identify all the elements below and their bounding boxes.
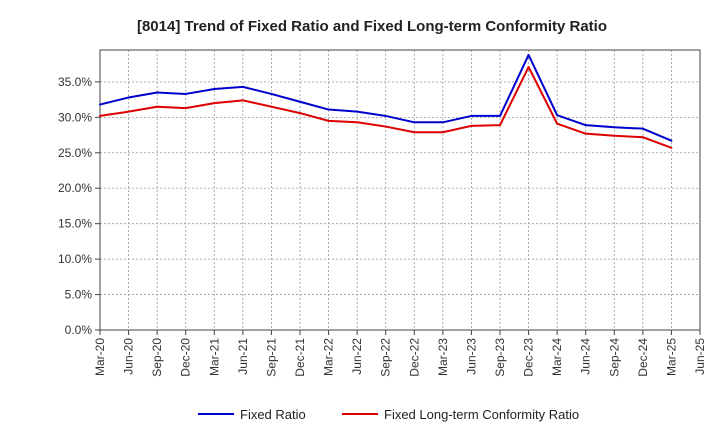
data-point bbox=[356, 110, 359, 113]
y-tick-label: 30.0% bbox=[58, 110, 92, 124]
y-tick-label: 10.0% bbox=[58, 252, 92, 266]
x-tick-label: Mar-21 bbox=[207, 338, 221, 376]
data-point bbox=[270, 105, 273, 108]
y-tick-label: 25.0% bbox=[58, 146, 92, 160]
data-point bbox=[413, 131, 416, 134]
x-tick-label: Sep-23 bbox=[493, 338, 507, 377]
data-point bbox=[184, 107, 187, 110]
legend: Fixed Ratio Fixed Long-term Conformity Ra… bbox=[198, 407, 579, 422]
x-tick-label: Dec-23 bbox=[522, 338, 536, 377]
data-point bbox=[384, 114, 387, 117]
data-point bbox=[584, 124, 587, 127]
data-point bbox=[613, 134, 616, 137]
y-tick-label: 15.0% bbox=[58, 217, 92, 231]
x-tick-label: Sep-21 bbox=[264, 338, 278, 377]
x-tick-label: Mar-22 bbox=[322, 338, 336, 376]
chart-title: [8014] Trend of Fixed Ratio and Fixed Lo… bbox=[137, 18, 607, 35]
data-point bbox=[241, 85, 244, 88]
plot-frame bbox=[99, 49, 701, 331]
data-point bbox=[384, 125, 387, 128]
y-tick-label: 35.0% bbox=[58, 75, 92, 89]
x-tick-label: Jun-25 bbox=[693, 338, 707, 375]
x-tick-label: Dec-20 bbox=[179, 338, 193, 377]
data-point bbox=[299, 100, 301, 103]
data-point bbox=[641, 127, 644, 130]
data-point bbox=[441, 121, 444, 124]
x-tick-label: Sep-20 bbox=[150, 338, 164, 377]
data-point bbox=[613, 126, 616, 129]
data-point bbox=[327, 108, 330, 111]
data-point bbox=[641, 136, 644, 139]
data-point bbox=[556, 122, 559, 125]
data-point bbox=[470, 124, 473, 127]
data-point bbox=[527, 66, 530, 69]
x-tick-label: Mar-24 bbox=[550, 338, 564, 376]
x-tick-label: Jun-23 bbox=[464, 338, 478, 375]
data-point bbox=[213, 87, 216, 90]
x-tick-label: Mar-20 bbox=[93, 338, 107, 376]
data-point bbox=[527, 53, 530, 56]
data-point bbox=[670, 139, 673, 142]
legend-label-0: Fixed Ratio bbox=[240, 407, 306, 422]
x-tick-label: Dec-22 bbox=[407, 338, 421, 377]
x-tick-label: Jun-22 bbox=[350, 338, 364, 375]
grid bbox=[99, 50, 701, 331]
x-axis: Mar-20 Jun-20 Sep-20 Dec-20 Mar-21 Jun-21 Sep-… bbox=[93, 330, 707, 377]
series-lines bbox=[99, 53, 673, 149]
x-tick-label: Sep-24 bbox=[607, 338, 621, 377]
data-point bbox=[413, 121, 416, 124]
data-point bbox=[470, 114, 473, 117]
data-point bbox=[213, 102, 216, 105]
legend-label-1: Fixed Long-term Conformity Ratio bbox=[384, 407, 579, 422]
data-point bbox=[156, 91, 159, 94]
data-point bbox=[499, 114, 501, 117]
data-point bbox=[99, 103, 101, 106]
y-tick-label: 0.0% bbox=[65, 323, 93, 337]
data-point bbox=[299, 112, 301, 115]
y-tick-label: 20.0% bbox=[58, 181, 92, 195]
y-tick-label: 5.0% bbox=[65, 288, 93, 302]
data-point bbox=[584, 132, 587, 135]
x-tick-label: Jun-20 bbox=[122, 338, 136, 375]
x-tick-label: Dec-21 bbox=[293, 338, 307, 377]
x-tick-label: Jun-21 bbox=[236, 338, 250, 375]
x-tick-label: Sep-22 bbox=[379, 338, 393, 377]
data-point bbox=[184, 92, 187, 95]
data-point bbox=[127, 96, 130, 99]
data-point bbox=[270, 92, 273, 95]
data-point bbox=[670, 146, 673, 149]
plot-border bbox=[99, 49, 701, 331]
y-axis: 0.0% 5.0% 10.0% 15.0% 20.0% 25.0% 30.0% 35.0% bbox=[58, 75, 100, 337]
data-point bbox=[99, 114, 101, 117]
data-point bbox=[441, 131, 444, 134]
data-point bbox=[499, 124, 501, 127]
data-point bbox=[556, 114, 559, 117]
data-point bbox=[356, 121, 359, 124]
x-tick-label: Mar-25 bbox=[664, 338, 678, 376]
x-tick-label: Dec-24 bbox=[636, 338, 650, 377]
data-point bbox=[327, 119, 330, 122]
data-point bbox=[156, 105, 159, 108]
x-tick-label: Mar-23 bbox=[436, 338, 450, 376]
data-point bbox=[127, 110, 130, 113]
data-point bbox=[241, 99, 244, 102]
x-tick-label: Jun-24 bbox=[579, 338, 593, 375]
